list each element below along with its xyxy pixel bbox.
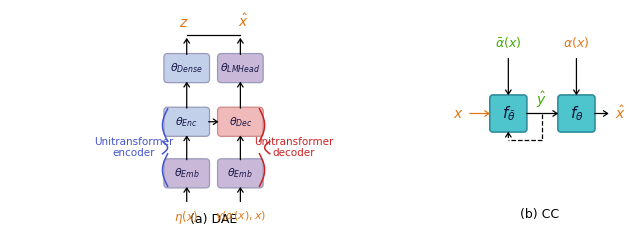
Text: $\bar{\alpha}(x)$: $\bar{\alpha}(x)$	[495, 35, 522, 49]
Text: $\theta_{Enc}$: $\theta_{Enc}$	[175, 115, 198, 129]
Text: $\eta(x)$: $\eta(x)$	[175, 210, 199, 227]
Text: $f_{\theta}$: $f_{\theta}$	[570, 104, 583, 123]
Text: $\theta_{Emb}$: $\theta_{Emb}$	[174, 166, 200, 180]
Text: Unitransformer
encoder: Unitransformer encoder	[94, 137, 173, 158]
Text: $\alpha(x)$: $\alpha(x)$	[563, 35, 589, 49]
Text: $\theta_{Dense}$: $\theta_{Dense}$	[170, 61, 204, 75]
FancyBboxPatch shape	[558, 95, 595, 132]
FancyBboxPatch shape	[490, 95, 527, 132]
FancyBboxPatch shape	[218, 107, 263, 136]
Text: $x$: $x$	[453, 106, 464, 121]
FancyBboxPatch shape	[218, 54, 263, 83]
Text: (b) CC: (b) CC	[520, 208, 559, 221]
Text: $\hat{x}$: $\hat{x}$	[238, 13, 249, 30]
FancyBboxPatch shape	[164, 54, 209, 83]
Text: $\hat{y}$: $\hat{y}$	[536, 89, 547, 110]
FancyBboxPatch shape	[164, 159, 209, 188]
Text: Unitransformer
decoder: Unitransformer decoder	[254, 137, 333, 158]
Text: $f_{\bar{\theta}}$: $f_{\bar{\theta}}$	[502, 104, 515, 123]
Text: (a) DAE: (a) DAE	[190, 213, 237, 226]
Text: $z$: $z$	[179, 16, 188, 30]
Text: $\hat{x}$: $\hat{x}$	[614, 105, 625, 122]
Text: $\theta_{Emb}$: $\theta_{Emb}$	[227, 166, 253, 180]
Text: $\gamma(\alpha(x), x)$: $\gamma(\alpha(x), x)$	[215, 210, 266, 223]
FancyBboxPatch shape	[164, 107, 209, 136]
Text: $\theta_{Dec}$: $\theta_{Dec}$	[228, 115, 252, 129]
FancyBboxPatch shape	[218, 159, 263, 188]
Text: $\theta_{LMHead}$: $\theta_{LMHead}$	[220, 61, 260, 75]
